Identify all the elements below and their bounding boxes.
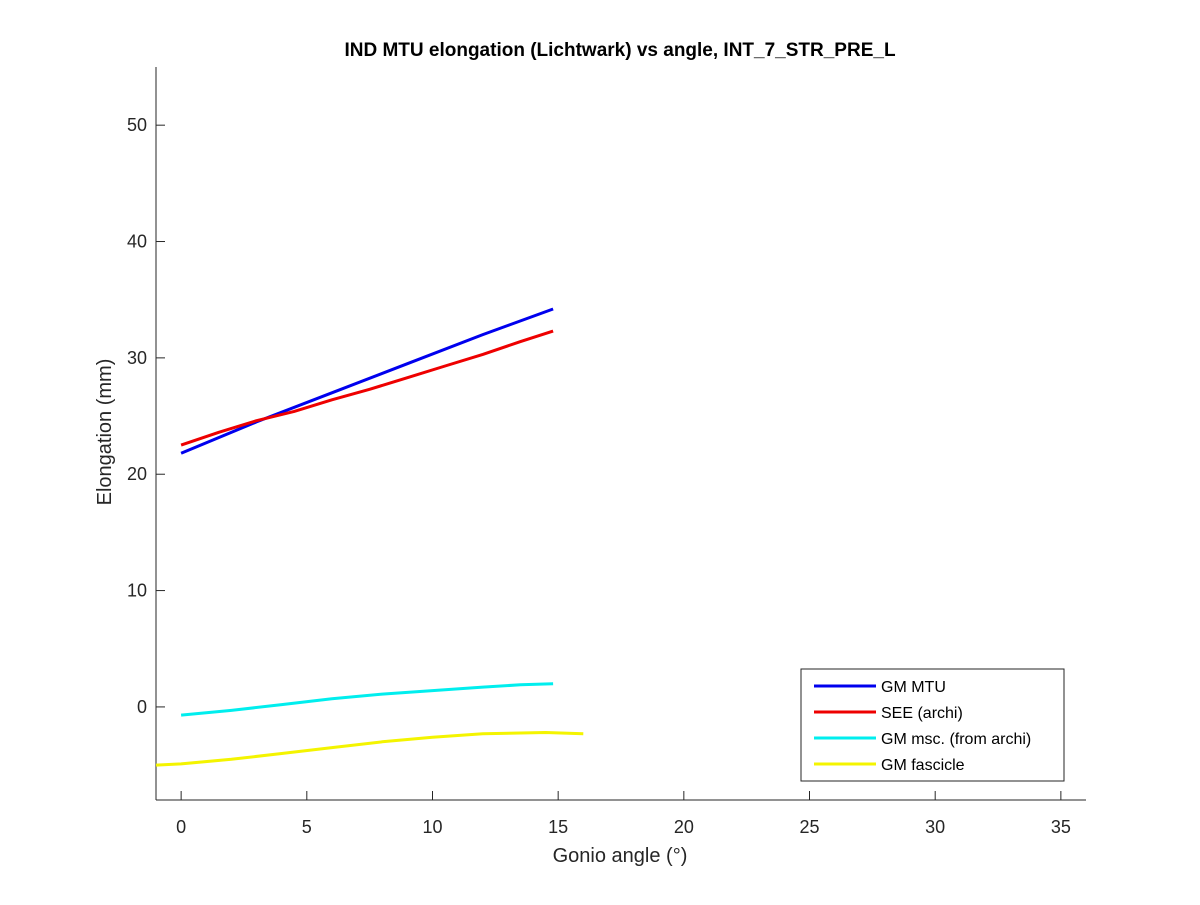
y-tick-label: 40 xyxy=(127,232,147,252)
x-tick-label: 30 xyxy=(925,817,945,837)
series-line-4 xyxy=(155,731,584,767)
y-tick-label: 10 xyxy=(127,581,147,601)
y-tick-label: 20 xyxy=(127,464,147,484)
x-tick-label: 35 xyxy=(1051,817,1071,837)
axes xyxy=(155,67,1086,801)
x-axis-label: Gonio angle (°) xyxy=(553,845,688,867)
x-tick-label: 5 xyxy=(302,817,312,837)
legend-box xyxy=(800,668,1065,782)
legend-label: GM fascicle xyxy=(881,757,965,774)
y-tick-label: 0 xyxy=(137,697,147,717)
legend-label: GM msc. (from archi) xyxy=(881,731,1031,748)
x-tick-label: 15 xyxy=(548,817,568,837)
x-tick-label: 0 xyxy=(176,817,186,837)
ticks: 0 5 10 15 20 25 30 35 0 10 20 30 40 50 xyxy=(127,115,1071,837)
legend-label: GM MTU xyxy=(881,679,946,696)
series-line-2 xyxy=(180,329,554,447)
legend-label: SEE (archi) xyxy=(881,705,963,722)
x-tick-label: 25 xyxy=(799,817,819,837)
x-tick-label: 10 xyxy=(422,817,442,837)
series-line-3 xyxy=(180,682,554,717)
y-tick-label: 50 xyxy=(127,115,147,135)
legend: GM MTU SEE (archi) GM msc. (from archi) GM … xyxy=(800,668,1065,782)
series-line-1 xyxy=(180,307,554,455)
series-lines xyxy=(155,307,584,767)
y-axis-label: Elongation (mm) xyxy=(94,359,116,506)
x-tick-label: 20 xyxy=(674,817,694,837)
chart-title: IND MTU elongation (Lichtwark) vs angle,… xyxy=(344,40,895,61)
y-tick-label: 30 xyxy=(127,348,147,368)
